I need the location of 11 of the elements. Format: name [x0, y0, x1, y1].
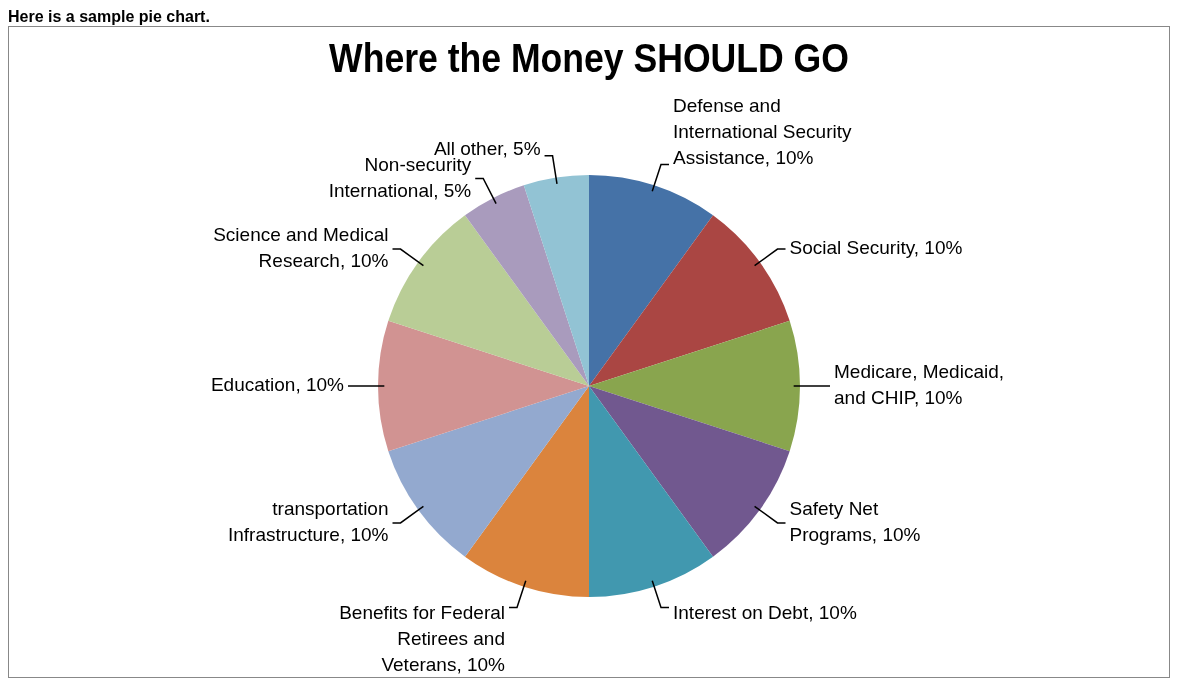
chart-title: Where the Money SHOULD GO — [329, 36, 849, 81]
slice-label: Interest on Debt, 10% — [673, 601, 857, 623]
slice-label: transportation Infrastructure, 10% — [227, 498, 389, 546]
slice-label: Education, 10% — [210, 374, 345, 396]
slice-label: Medicare, Medicaid, and CHIP, 10% — [834, 361, 1005, 409]
slice-label: Safety Net Programs, 10% — [789, 498, 921, 546]
slice-label: Defense and International Security Assistance, 10% — [673, 94, 852, 168]
slice-label: Benefits for Federal Retirees and Veterans, 10% — [339, 601, 506, 675]
slice-label: Social Security, 10% — [789, 237, 963, 259]
slice-label: Science and Medical Research, 10% — [213, 224, 389, 272]
text: Here is a sample pie chart. — [8, 8, 211, 26]
